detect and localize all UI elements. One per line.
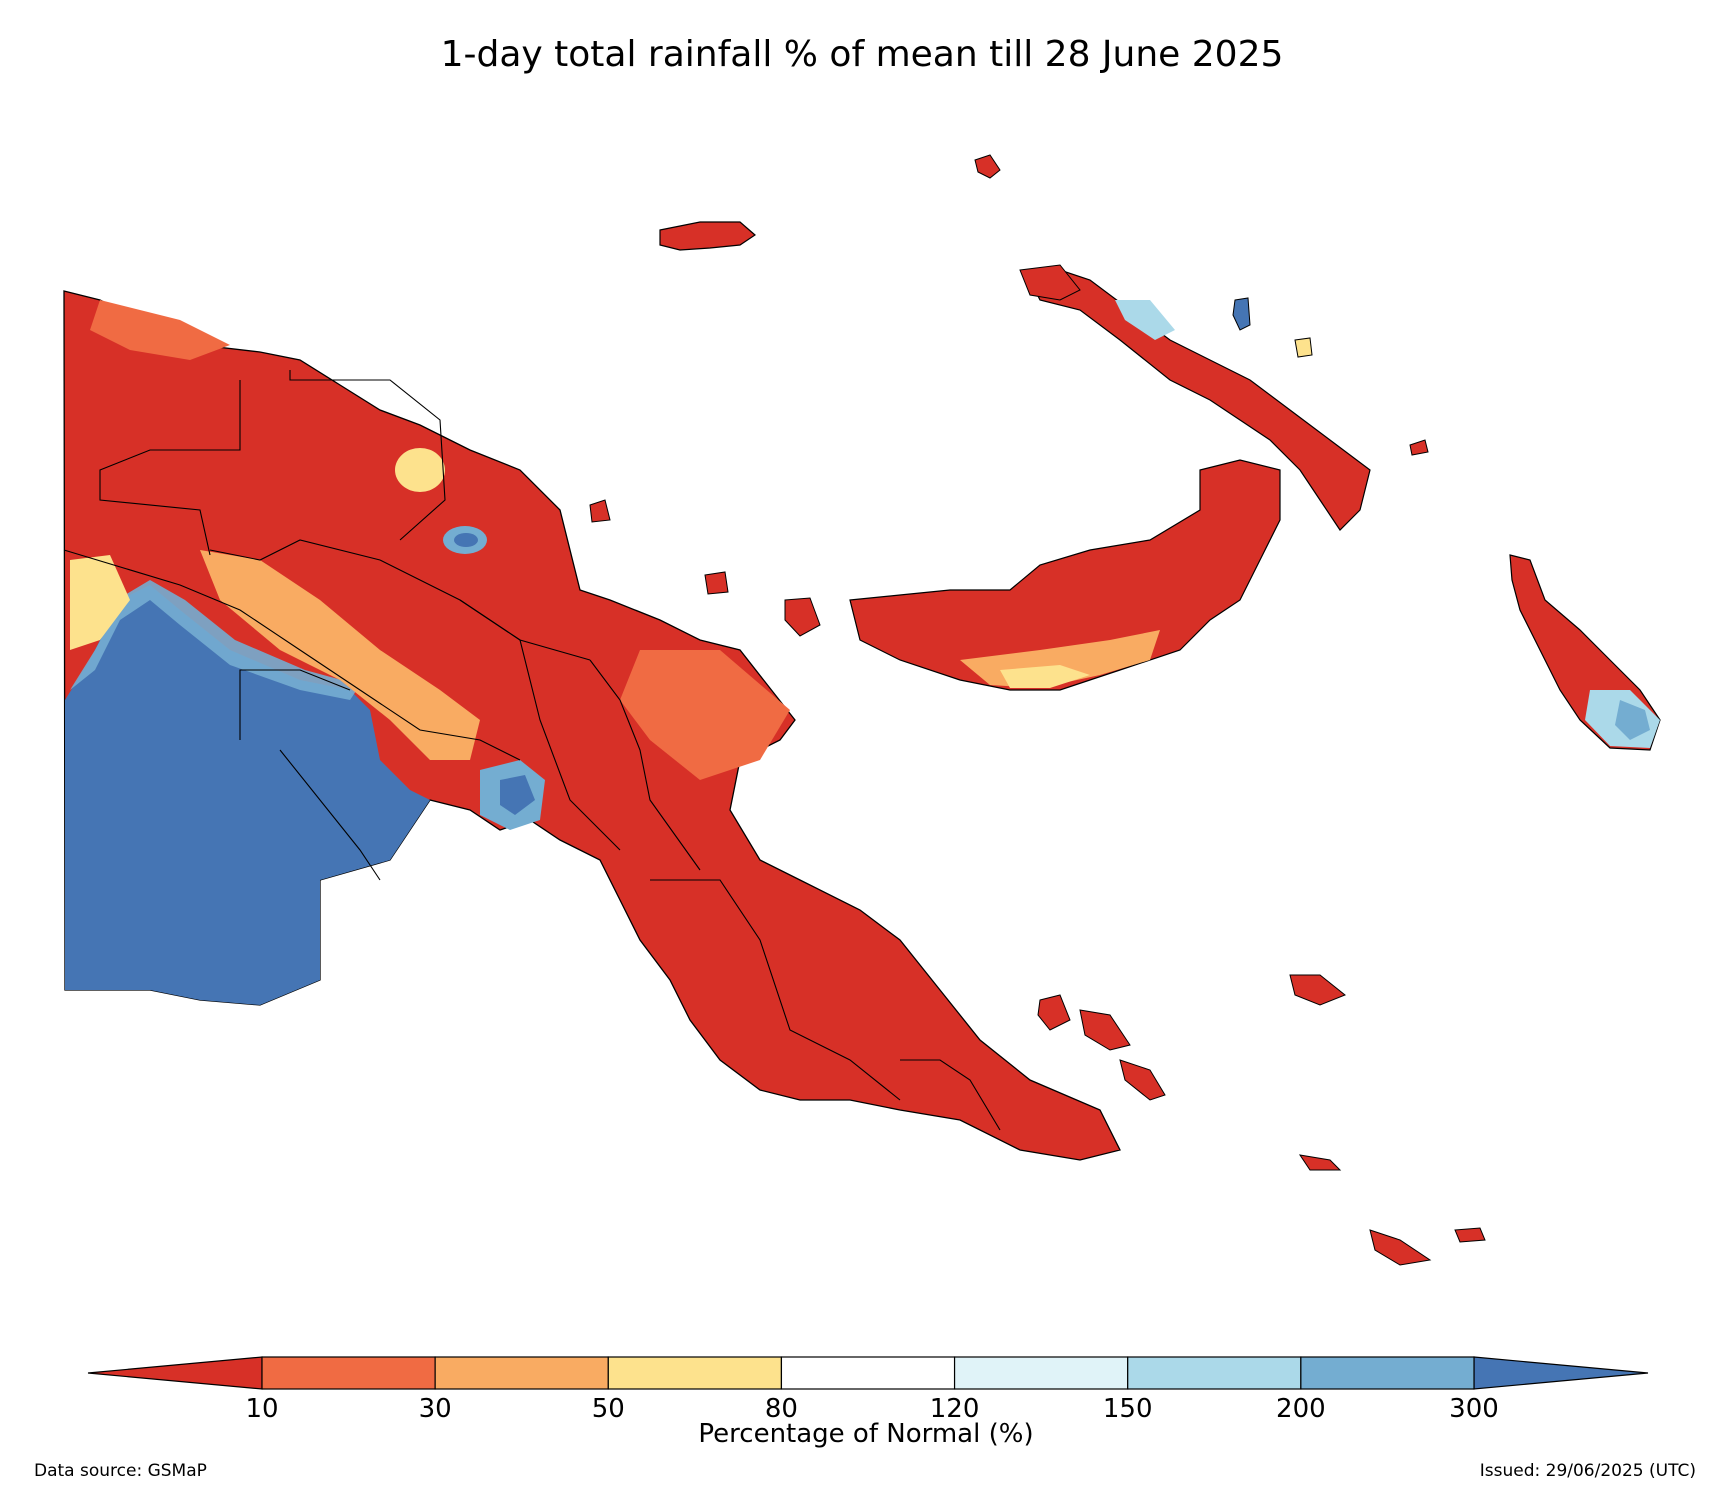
colorbar-extend-low — [87, 1356, 263, 1390]
map-title: 1-day total rainfall % of mean till 28 J… — [440, 34, 1284, 75]
colorbar-segment — [1127, 1356, 1302, 1390]
colorbar: 10 30 50 80 120 150 200 300 Percentage of Norma… — [87, 1356, 1649, 1449]
new-ireland-wet — [1115, 300, 1175, 340]
new-britain — [849, 459, 1281, 691]
bougainville-wet-core — [1615, 700, 1650, 740]
colorbar-tick-label: 80 — [765, 1394, 798, 1424]
colorbar-segment — [953, 1356, 1129, 1390]
colorbar-extend-high — [1473, 1356, 1649, 1390]
colorbar-label: Percentage of Normal (%) — [698, 1419, 1033, 1449]
dry-patch-central — [200, 550, 480, 760]
manus-island — [659, 221, 756, 251]
minor-islands — [589, 154, 1486, 1266]
colorbar-segment — [434, 1356, 609, 1390]
colorbar-segment — [261, 1356, 436, 1390]
colorbar-segment — [780, 1356, 956, 1390]
colorbar-segment — [1300, 1356, 1475, 1390]
colorbar-tick-label: 300 — [1449, 1394, 1499, 1424]
data-source: Data source: GSMaP — [34, 1461, 207, 1481]
colorbar-tick-label: 50 — [592, 1394, 625, 1424]
wet-patch-south-core — [500, 775, 535, 815]
dry-patch-west — [70, 555, 130, 650]
new-britain-south-dry-inner — [1000, 665, 1090, 688]
wet-patch-north-core — [454, 533, 478, 547]
dry-patch-highlands — [395, 448, 445, 492]
issued-date: Issued: 29/06/2025 (UTC) — [1479, 1461, 1696, 1481]
rainfall-map — [63, 154, 1661, 1266]
mainland — [63, 290, 1121, 1161]
dry-patch-east-coast — [620, 650, 790, 780]
colorbar-tick-label: 10 — [245, 1394, 278, 1424]
colorbar-tick-label: 200 — [1276, 1394, 1326, 1424]
colorbar-tick-label: 30 — [419, 1394, 452, 1424]
colorbar-tick-label: 120 — [930, 1394, 980, 1424]
colorbar-tick-label: 150 — [1103, 1394, 1153, 1424]
dry-patch-north — [90, 300, 230, 360]
colorbar-segment — [607, 1356, 783, 1390]
province-boundaries — [63, 370, 1001, 1131]
